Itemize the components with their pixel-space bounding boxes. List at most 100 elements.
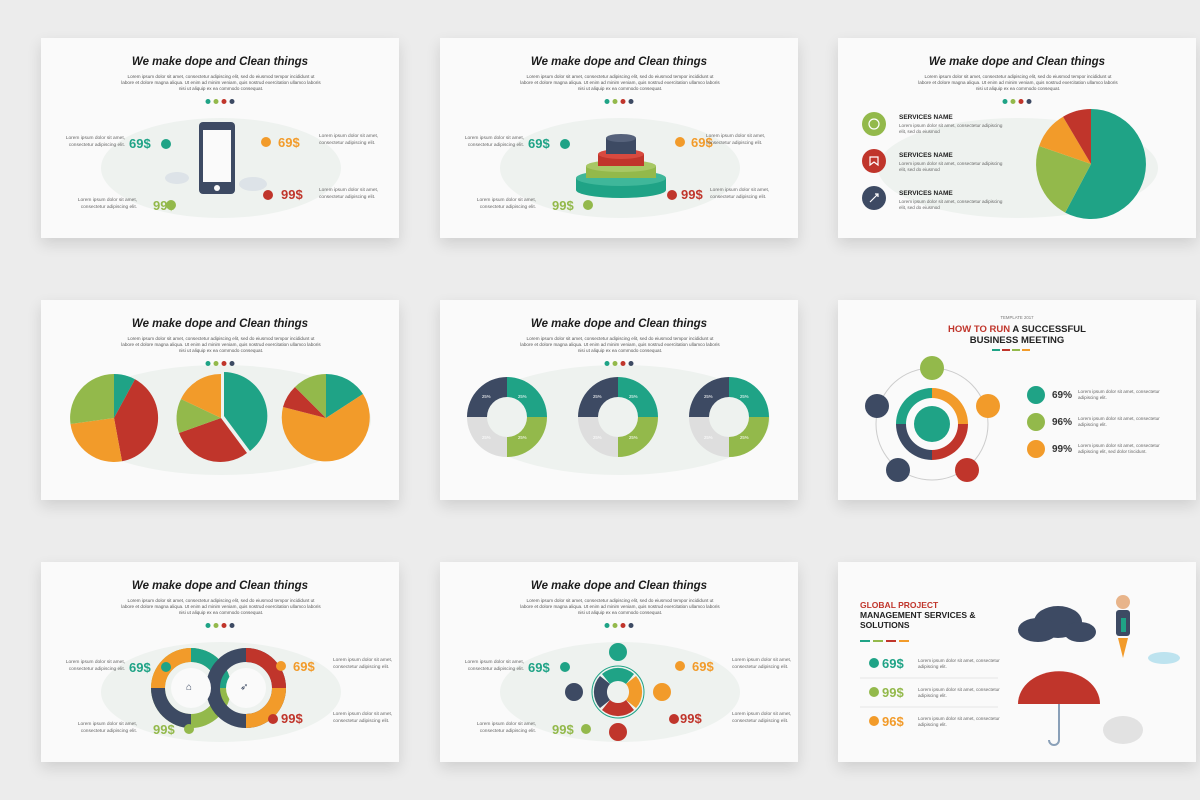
gp-desc: Lorem ipsum dolor sit amet, consectetur … [918, 687, 1000, 698]
service-name: SERVICES NAME [899, 114, 953, 121]
donut-label: 25% [704, 435, 713, 440]
gp-title-red: GLOBAL PROJECT [860, 600, 939, 610]
slide-body: Lorem ipsum dolor sit amet, consectetur … [520, 74, 720, 92]
donut-2 [578, 377, 658, 457]
dots [604, 361, 634, 366]
side-text: Lorem ipsum dolor sit amet, consectetur … [77, 198, 137, 210]
price-bl: 99$ [552, 198, 574, 213]
rocket-icon: ➶ [240, 682, 249, 693]
slide-9-global-project[interactable]: GLOBAL PROJECT MANAGEMENT SERVICES & SOL… [838, 562, 1196, 762]
price-tl: 69$ [129, 136, 151, 151]
service-desc: Lorem ipsum dolor sit amet, consectetur … [899, 123, 1003, 134]
stat-value: 69% [1052, 390, 1073, 401]
dots [205, 623, 235, 628]
gp-desc: Lorem ipsum dolor sit amet, consectetur … [918, 716, 1000, 727]
side-text: Lorem ipsum dolor sit amet, consectetur … [77, 722, 137, 734]
side-text: Lorem ipsum dolor sit amet, consectetur … [706, 134, 766, 146]
slide-4-three-pies[interactable]: We make dope and Clean things Lorem ipsu… [41, 300, 399, 500]
gp-value: 69$ [882, 656, 904, 671]
dots [604, 99, 634, 104]
side-text: Lorem ipsum dolor sit amet, consectetur … [732, 658, 792, 670]
side-text: Lorem ipsum dolor sit amet, consectetur … [732, 712, 792, 724]
side-text: Lorem ipsum dolor sit amet, consectetur … [319, 188, 379, 200]
donut-3 [689, 377, 769, 457]
slide-body: Lorem ipsum dolor sit amet, consectetur … [121, 74, 321, 92]
slide-5-graphics [467, 365, 770, 475]
slide-7-graphics [101, 642, 341, 742]
side-text: Lorem ipsum dolor sit amet, consectetur … [476, 198, 536, 210]
stat-value: 99% [1052, 444, 1073, 455]
stat-desc: Lorem ipsum dolor sit amet, consectetur … [1078, 443, 1160, 454]
slide-7-infinity[interactable]: We make dope and Clean things Lorem ipsu… [41, 562, 399, 762]
slide-title: We make dope and Clean things [131, 580, 309, 592]
price-tr: 69$ [691, 135, 713, 150]
price-tr: 69$ [692, 659, 714, 674]
dots [205, 99, 235, 104]
donut-label: 25% [593, 394, 602, 399]
donut-label: 25% [518, 394, 527, 399]
side-text: Lorem ipsum dolor sit amet, consectetur … [65, 660, 125, 672]
gp-desc: Lorem ipsum dolor sit amet, consectetur … [918, 658, 1000, 669]
meeting-title: HOW TO RUN A SUCCESSFUL BUSINESS MEETING [838, 324, 1196, 346]
donut-label: 25% [482, 394, 491, 399]
side-text: Lorem ipsum dolor sit amet, consectetur … [710, 188, 770, 200]
dots [604, 623, 634, 628]
side-text: Lorem ipsum dolor sit amet, consectetur … [464, 660, 524, 672]
donut-label: 25% [629, 394, 638, 399]
price-bl: 99$ [153, 722, 175, 737]
slide-body: Lorem ipsum dolor sit amet, consectetur … [918, 74, 1118, 92]
slide-body: Lorem ipsum dolor sit amet, consectetur … [121, 598, 321, 616]
side-text: Lorem ipsum dolor sit amet, consectetur … [476, 722, 536, 734]
template-label: TEMPLATE 2017 [1000, 315, 1034, 320]
price-tl: 69$ [129, 660, 151, 675]
side-text: Lorem ipsum dolor sit amet, consectetur … [65, 136, 125, 148]
slide-1-phone[interactable]: We make dope and Clean things Lorem ipsu… [41, 38, 399, 238]
gp-value: 99$ [882, 685, 904, 700]
slide-title: We make dope and Clean things [530, 580, 708, 592]
slide-2-graphics [500, 118, 740, 218]
slide-title: We make dope and Clean things [131, 56, 309, 68]
price-bl: 99$ [153, 198, 175, 213]
service-name: SERVICES NAME [899, 152, 953, 159]
slide-8-people[interactable]: We make dope and Clean things Lorem ipsu… [440, 562, 798, 762]
slide-1-graphics [101, 118, 341, 218]
slide-3-graphics [862, 109, 1158, 219]
slide-body: Lorem ipsum dolor sit amet, consectetur … [520, 598, 720, 616]
slide-title: We make dope and Clean things [530, 318, 708, 330]
org-chart-icon: ⌂ [186, 682, 193, 693]
gp-title-line2: MANAGEMENT SERVICES & [860, 610, 976, 620]
slide-5-three-donuts[interactable]: We make dope and Clean things Lorem ipsu… [440, 300, 798, 500]
meeting-title-red: HOW TO RUN [948, 324, 1011, 335]
price-tl: 69$ [528, 136, 550, 151]
dots [1002, 99, 1032, 104]
slide-3-services-pie[interactable]: We make dope and Clean things Lorem ipsu… [838, 38, 1196, 238]
slide-9-graphics [860, 595, 1180, 746]
slide-6-meeting[interactable]: TEMPLATE 2017 HOW TO RUN A SUCCESSFUL BU… [838, 300, 1196, 500]
donut-label: 25% [518, 435, 527, 440]
slide-title: We make dope and Clean things [131, 318, 309, 330]
donut-label: 25% [482, 435, 491, 440]
donut-label: 25% [629, 435, 638, 440]
slide-body: Lorem ipsum dolor sit amet, consectetur … [121, 336, 321, 354]
price-tl: 69$ [528, 660, 550, 675]
price-tr: 69$ [278, 135, 300, 150]
donut-label: 25% [740, 394, 749, 399]
side-text: Lorem ipsum dolor sit amet, consectetur … [333, 712, 393, 724]
donut-label: 25% [593, 435, 602, 440]
service-desc: Lorem ipsum dolor sit amet, consectetur … [899, 199, 1003, 210]
slide-2-layers[interactable]: We make dope and Clean things Lorem ipsu… [440, 38, 798, 238]
price-tr: 69$ [293, 659, 315, 674]
dots [205, 361, 235, 366]
side-text: Lorem ipsum dolor sit amet, consectetur … [464, 136, 524, 148]
side-text: Lorem ipsum dolor sit amet, consectetur … [333, 658, 393, 670]
service-desc: Lorem ipsum dolor sit amet, consectetur … [899, 161, 1003, 172]
donut-label: 25% [740, 435, 749, 440]
gp-title-line3: SOLUTIONS [860, 620, 910, 630]
slide-title: We make dope and Clean things [530, 56, 708, 68]
price-br: 99$ [281, 711, 303, 726]
gp-value: 96$ [882, 714, 904, 729]
slide-6-graphics [865, 349, 1045, 482]
price-br: 99$ [680, 711, 702, 726]
service-name: SERVICES NAME [899, 190, 953, 197]
donut-label: 25% [704, 394, 713, 399]
